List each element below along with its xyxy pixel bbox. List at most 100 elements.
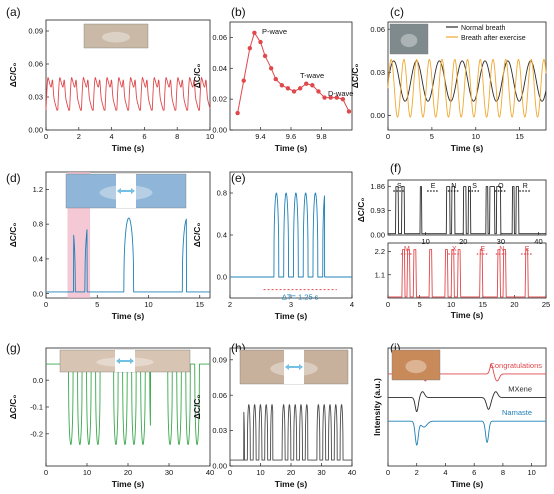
panel-c: 0 5 10 15 0.00 0.03 0.06 Normal breath Breath af…: [370, 21, 547, 141]
inset-highlight: [405, 359, 427, 374]
data-point: [304, 81, 309, 86]
inset-photo: [83, 23, 149, 49]
data-point: [241, 78, 246, 83]
y-tick-label: 0.0: [33, 376, 43, 385]
y-tick-label: 0.00: [370, 231, 385, 240]
panel-label-g: (g): [6, 341, 21, 355]
letter-label: S: [397, 183, 402, 190]
y-axis-label: ΔC/C₀: [192, 395, 202, 420]
series-line: [229, 404, 353, 461]
legend-label: Breath after exercise: [461, 35, 526, 42]
x-tick-label: 5: [418, 300, 422, 309]
series-label: Namaste: [502, 408, 532, 417]
series-line: [237, 32, 350, 114]
x-tick-label: 4: [350, 300, 354, 309]
x-tick-label: 20: [287, 468, 295, 477]
y-axis-label: Intensity (a.u.): [372, 378, 382, 436]
y-tick-label: 1.1: [375, 270, 385, 279]
annotation: P-wave: [262, 27, 287, 36]
data-point: [316, 89, 321, 94]
data-point: [258, 39, 263, 45]
panel-h: 0 10 20 30 40 0.00 0.03 0.06 0.09: [212, 347, 356, 477]
x-tick-label: 25: [542, 300, 550, 309]
y-tick-label: 0.8: [33, 220, 43, 229]
throat-sensor-photo-icon: [391, 349, 441, 381]
inset-highlight: [400, 33, 418, 48]
x-tick-label: 3: [289, 300, 293, 309]
y-axis-label: ΔC/C₀: [192, 223, 202, 248]
y-tick-label: 0.00: [212, 462, 227, 471]
y-tick-label: 0.03: [370, 68, 385, 77]
x-tick-label: 15: [515, 132, 523, 141]
panel-f: 0 5 10 15 20 25 1.1 2.2 M X E N E: [375, 242, 550, 309]
data-point: [235, 110, 240, 116]
panel-b: 9.4 9.6 9.8 0.00 0.02 0.04 0.06 P-wave T-wave D-w…: [212, 21, 353, 141]
letter-label: E: [431, 183, 436, 190]
arrow-heads: [117, 188, 135, 194]
y-tick-label: 2.2: [375, 247, 385, 256]
series-label: MXene: [508, 385, 532, 394]
y-axis-label: ΔC/C₀: [350, 64, 360, 89]
series-line: [387, 58, 547, 118]
plot-frame: [45, 19, 211, 131]
data-point: [328, 95, 333, 100]
x-axis-label: Time (s): [451, 143, 484, 153]
x-tick-label: 20: [459, 237, 467, 246]
y-tick-label: 0.03: [212, 426, 227, 435]
y-tick-label: 0.00: [28, 126, 43, 135]
y-tick-label: 0.93: [370, 206, 385, 215]
series-line: [387, 420, 547, 446]
y-tick-label: -0.1: [30, 403, 43, 412]
series-line: [388, 186, 546, 235]
letter-label: R: [523, 183, 528, 190]
x-tick-label: 0: [44, 132, 48, 141]
panel-g: 0 10 20 30 40 -0.2 -0.1 0.0: [30, 347, 214, 477]
plot-frame: [229, 171, 353, 299]
x-tick-label: 10: [144, 300, 152, 309]
data-point: [268, 66, 274, 71]
y-axis-label: ΔC/C₀: [8, 63, 18, 88]
plot-frame: [387, 179, 547, 236]
letter-label: N: [499, 246, 504, 253]
wrist-bend-photo-icon: [59, 349, 191, 373]
x-axis-label: Time (s): [451, 310, 484, 320]
y-tick-label: 1.86: [370, 182, 385, 191]
x-tick-label: 8: [501, 468, 505, 477]
data-point: [334, 95, 339, 100]
series-line: [387, 391, 547, 413]
letter-label: X: [452, 246, 457, 253]
x-tick-label: 0: [386, 300, 390, 309]
data-point: [279, 83, 285, 88]
series-line: [45, 77, 211, 111]
x-tick-label: 5: [430, 132, 434, 141]
x-tick-label: 10: [206, 132, 214, 141]
y-tick-label: 0.03: [28, 93, 43, 102]
panel-a: 0 2 4 6 8 10 0.00 0.03 0.06 0.09: [28, 19, 214, 141]
y-axis-label: ΔC/C₀: [8, 395, 18, 420]
inset-highlight: [101, 31, 131, 43]
y-tick-label: 0.00: [212, 126, 227, 135]
x-tick-label: 40: [206, 468, 214, 477]
data-point: [322, 95, 327, 100]
y-tick-label: 0.02: [212, 95, 227, 104]
x-tick-label: 0: [386, 468, 390, 477]
arrow-heads: [285, 364, 303, 370]
plot-frame: [387, 347, 547, 467]
x-tick-label: 6: [142, 132, 146, 141]
x-tick-label: 0: [44, 468, 48, 477]
data-point: [340, 96, 346, 102]
series-line: [388, 249, 546, 298]
data-point: [273, 76, 278, 82]
series-line: [45, 363, 211, 445]
x-tick-label: 5: [95, 300, 99, 309]
x-tick-label: 8: [175, 132, 179, 141]
arrow-heads: [116, 358, 134, 364]
plot-frame: [387, 242, 547, 299]
legend-label: Normal breath: [461, 25, 505, 32]
data-point: [252, 30, 257, 35]
x-axis-label: Time (s): [112, 479, 145, 489]
delta-t-label: ΔT= 1.25 s: [282, 293, 319, 302]
y-tick-label: 1.2: [33, 185, 43, 194]
x-tick-label: 40: [348, 468, 356, 477]
x-tick-label: 10: [421, 237, 429, 246]
